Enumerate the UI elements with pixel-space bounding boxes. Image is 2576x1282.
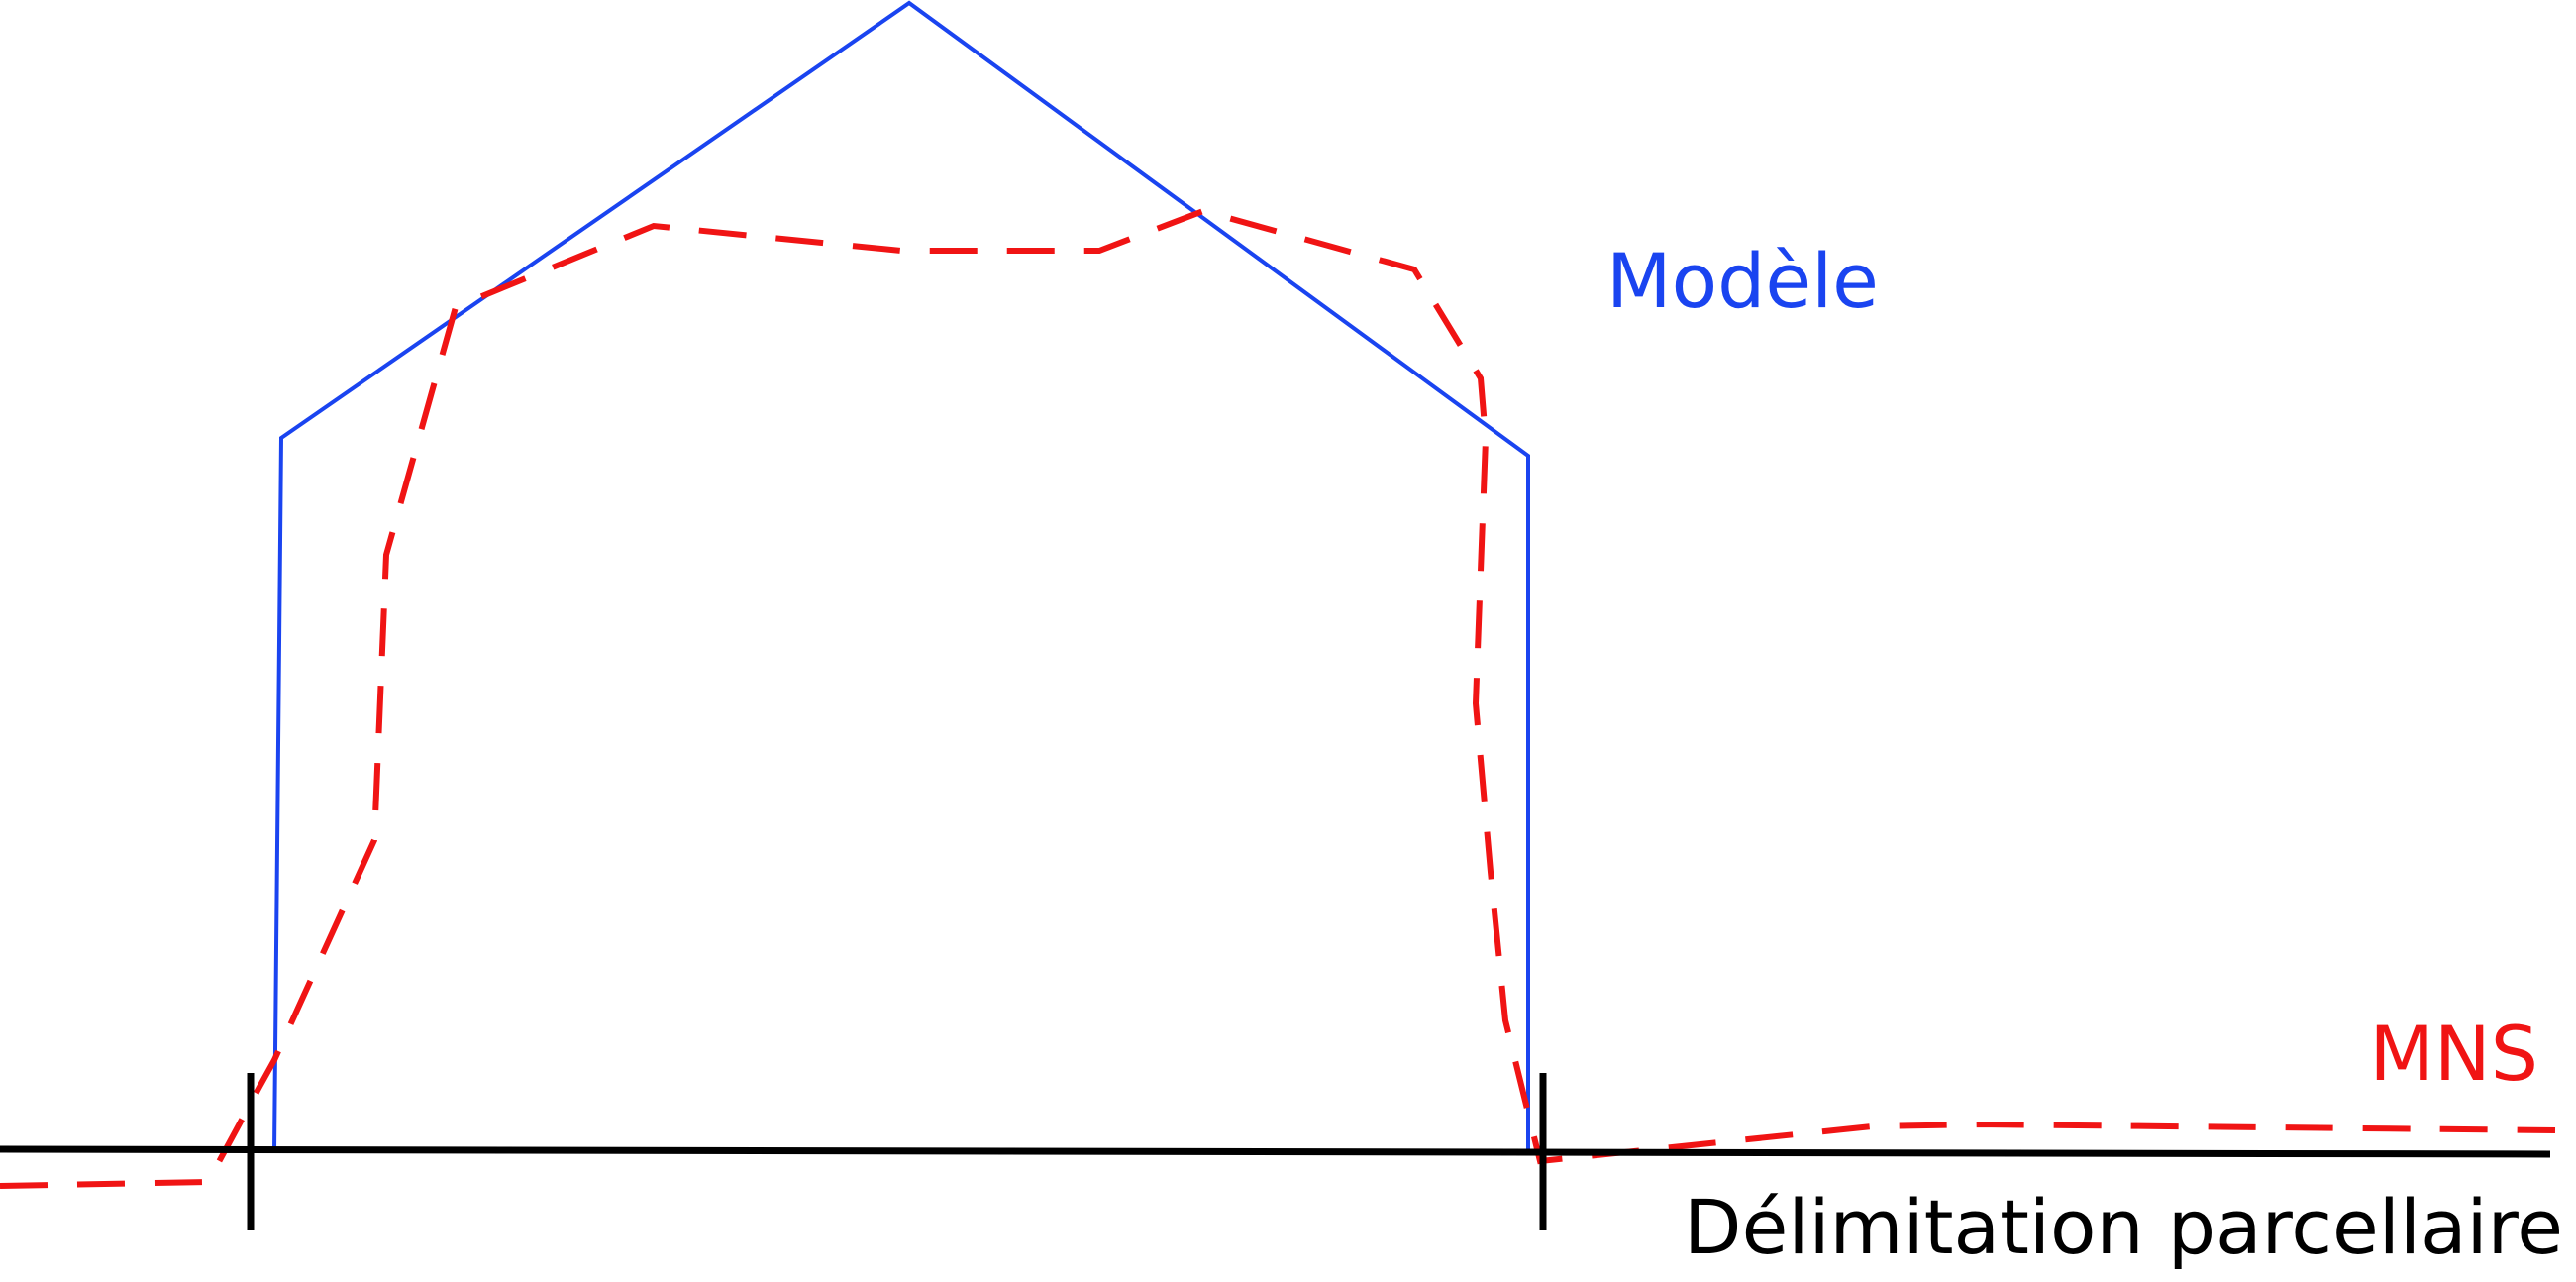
model-label: Modèle: [1606, 237, 1879, 325]
mns-profile: [0, 207, 2556, 1189]
boundary-line: [0, 1145, 2551, 1158]
boundary-label: Délimitation parcellaire: [1684, 1183, 2563, 1271]
model-outline: [272, 0, 1530, 1152]
mns-label: MNS: [2369, 1010, 2538, 1098]
